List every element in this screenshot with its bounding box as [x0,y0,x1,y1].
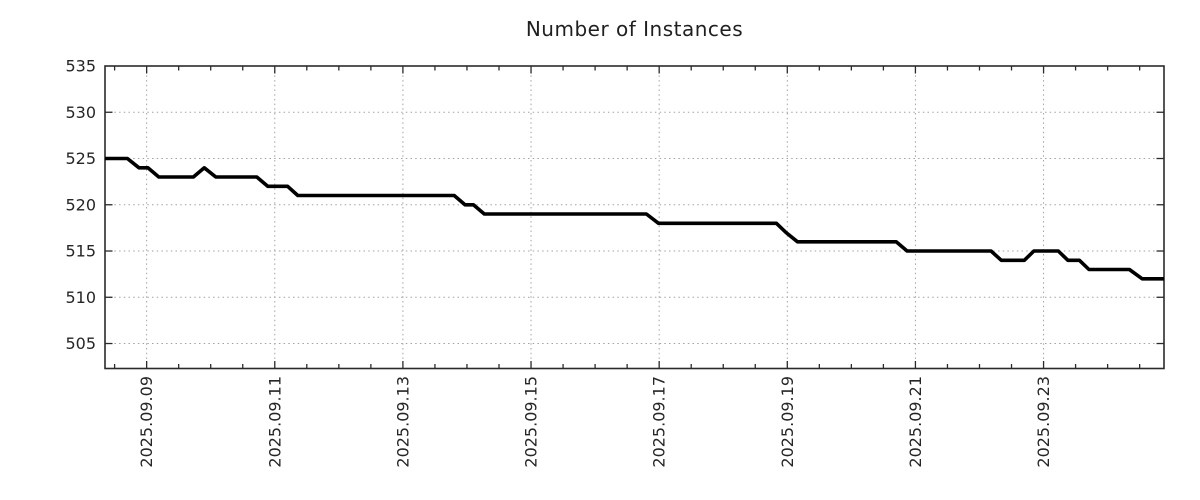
y-tick-label: 505 [65,334,96,353]
y-tick-label: 535 [65,57,96,76]
y-tick-labels: 505 510 515 520 525 530 535 [65,57,96,354]
y-tick-label: 525 [65,149,96,168]
chart-title: Number of Instances [525,17,744,41]
x-tick-label: 2025.09.21 [906,376,925,468]
x-tick-label: 2025.09.19 [778,376,797,468]
x-tick-label: 2025.09.15 [522,376,541,468]
x-tick-label: 2025.09.23 [1034,376,1053,468]
grid-lines [105,65,1164,369]
plot-border [104,65,1165,370]
y-tick-label: 520 [65,195,96,214]
series-instances-line [105,156,1164,281]
x-tick-label: 2025.09.09 [137,376,156,468]
x-tick-label: 2025.09.13 [393,376,412,468]
y-tick-label: 530 [65,103,96,122]
y-tick-label: 515 [65,242,96,261]
x-tick-label: 2025.09.17 [650,376,669,468]
x-tick-labels: 2025.09.09 2025.09.11 2025.09.13 2025.09.15… [137,376,1053,468]
x-tick-label: 2025.09.11 [265,376,284,468]
axis-ticks [105,66,1164,369]
y-tick-label: 510 [65,288,96,307]
